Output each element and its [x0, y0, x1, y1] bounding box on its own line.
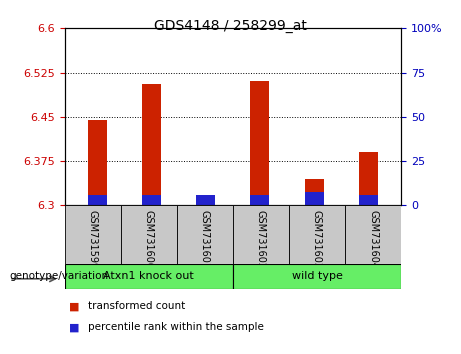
Bar: [305, 179, 324, 205]
Text: GSM731602: GSM731602: [256, 210, 266, 269]
Bar: [177, 205, 233, 264]
Text: ■: ■: [69, 322, 80, 332]
Bar: [233, 264, 401, 289]
Bar: [359, 152, 378, 205]
Bar: [305, 192, 324, 205]
Bar: [88, 120, 106, 205]
Text: GSM731601: GSM731601: [200, 210, 210, 269]
Text: GDS4148 / 258299_at: GDS4148 / 258299_at: [154, 19, 307, 34]
Bar: [121, 205, 177, 264]
Bar: [250, 195, 269, 205]
Bar: [196, 195, 215, 205]
Text: percentile rank within the sample: percentile rank within the sample: [88, 322, 264, 332]
Bar: [345, 205, 401, 264]
Text: genotype/variation: genotype/variation: [9, 271, 108, 281]
Bar: [65, 205, 121, 264]
Text: wild type: wild type: [291, 271, 343, 281]
Bar: [250, 81, 269, 205]
Text: Atxn1 knock out: Atxn1 knock out: [103, 271, 194, 281]
Bar: [359, 195, 378, 205]
Bar: [196, 196, 215, 205]
Text: GSM731604: GSM731604: [368, 210, 378, 269]
Text: GSM731599: GSM731599: [88, 210, 98, 269]
Bar: [142, 195, 161, 205]
Bar: [233, 205, 289, 264]
Bar: [142, 84, 161, 205]
Text: ■: ■: [69, 301, 80, 311]
Text: GSM731603: GSM731603: [312, 210, 322, 269]
Text: GSM731600: GSM731600: [144, 210, 154, 269]
Bar: [65, 264, 233, 289]
Text: transformed count: transformed count: [88, 301, 185, 311]
Bar: [289, 205, 345, 264]
Bar: [88, 195, 106, 205]
